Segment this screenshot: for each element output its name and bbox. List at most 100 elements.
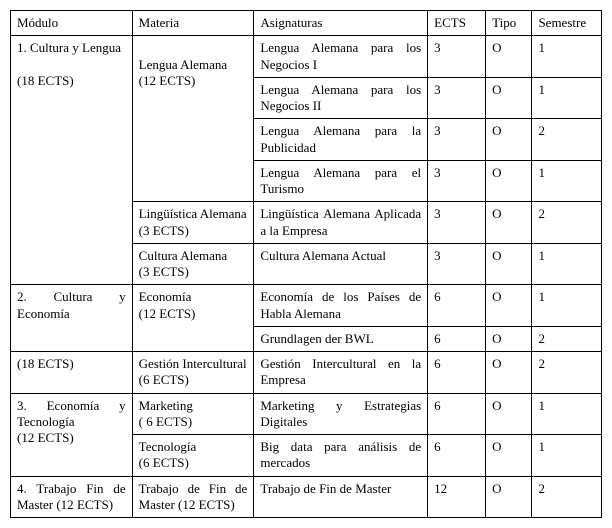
tipo-cell: O xyxy=(486,435,532,477)
tipo-cell: O xyxy=(486,160,532,202)
materia-ects: ( 6 ECTS) xyxy=(139,414,192,429)
ects-cell: 12 xyxy=(428,476,486,518)
materia-name: Marketing xyxy=(139,398,193,413)
tipo-cell: O xyxy=(486,202,532,244)
materia-ects: (6 ECTS) xyxy=(139,372,189,387)
module-label: 3. Economía y xyxy=(17,398,126,413)
sem-cell: 1 xyxy=(532,160,602,202)
asignatura-cell: Gestión Intercultural en la Empresa xyxy=(254,352,428,394)
asignatura-cell: Lingüística Alemana Aplicada a la Empres… xyxy=(254,202,428,244)
module-cell-2b: (18 ECTS) xyxy=(11,352,133,394)
materia-name: Lingüística Alemana xyxy=(139,206,247,221)
col-header-semestre: Semestre xyxy=(532,11,602,36)
module-label: Tecnología xyxy=(17,414,75,429)
materia-name: Economía xyxy=(139,289,192,304)
materia-ects: (3 ECTS) xyxy=(139,264,189,279)
module-label: 2. Cultura y xyxy=(17,289,126,304)
tipo-cell: O xyxy=(486,476,532,518)
materia-cell: Marketing ( 6 ECTS) xyxy=(132,393,254,435)
asignatura-cell: Cultura Alemana Actual xyxy=(254,243,428,285)
module-cell-2a: 2. Cultura y Economía xyxy=(11,285,133,352)
materia-name: Gestión Intercultural xyxy=(139,356,247,371)
col-header-asign: Asignaturas xyxy=(254,11,428,36)
ects-cell: 6 xyxy=(428,326,486,351)
tipo-cell: O xyxy=(486,77,532,119)
asignatura-cell: Grundlagen der BWL xyxy=(254,326,428,351)
tipo-cell: O xyxy=(486,119,532,161)
sem-cell: 2 xyxy=(532,476,602,518)
tipo-cell: O xyxy=(486,243,532,285)
materia-ects: (12 ECTS) xyxy=(139,73,196,88)
tipo-cell: O xyxy=(486,285,532,327)
sem-cell: 1 xyxy=(532,393,602,435)
module-cell-3: 3. Economía y Tecnología (12 ECTS) xyxy=(11,393,133,476)
materia-ects: (6 ECTS) xyxy=(139,455,189,470)
module-label: Economía xyxy=(17,306,70,321)
ects-cell: 3 xyxy=(428,202,486,244)
asignatura-cell: Marketing y Estrategias Digitales xyxy=(254,393,428,435)
tipo-cell: O xyxy=(486,393,532,435)
col-header-materia: Materia xyxy=(132,11,254,36)
ects-cell: 3 xyxy=(428,36,486,78)
module-cell-4: 4. Trabajo Fin de Master (12 ECTS) xyxy=(11,476,133,518)
module-label: 1. Cultura y xyxy=(17,40,79,55)
sem-cell: 1 xyxy=(532,36,602,78)
module-ects: (18 ECTS) xyxy=(17,356,74,371)
sem-cell: 2 xyxy=(532,352,602,394)
module-label: Lengua xyxy=(82,40,121,55)
materia-ects: (12 ECTS) xyxy=(139,306,196,321)
materia-cell: Lengua Alemana (12 ECTS) xyxy=(132,36,254,202)
col-header-ects: ECTS xyxy=(428,11,486,36)
asignatura-cell: Lengua Alemana para la Publicidad xyxy=(254,119,428,161)
asignatura-cell: Lengua Alemana para el Turismo xyxy=(254,160,428,202)
table-row: 2. Cultura y Economía Economía (12 ECTS)… xyxy=(11,285,602,327)
module-ects: (12 ECTS) xyxy=(17,430,74,445)
module-label: ECTS) xyxy=(77,497,113,512)
sem-cell: 2 xyxy=(532,119,602,161)
asignatura-cell: Big data para análisis de mercados xyxy=(254,435,428,477)
table-row: 1. Cultura y Lengua (18 ECTS) Lengua Ale… xyxy=(11,36,602,78)
asignatura-cell: Economía de los Países de Habla Alemana xyxy=(254,285,428,327)
sem-cell: 2 xyxy=(532,202,602,244)
tipo-cell: O xyxy=(486,36,532,78)
materia-name: Cultura Alemana xyxy=(139,248,227,263)
materia-cell: Gestión Intercultural (6 ECTS) xyxy=(132,352,254,394)
asignatura-cell: Trabajo de Fin de Master xyxy=(254,476,428,518)
sem-cell: 2 xyxy=(532,326,602,351)
sem-cell: 1 xyxy=(532,285,602,327)
materia-cell: Tecnología (6 ECTS) xyxy=(132,435,254,477)
curriculum-table: Módulo Materia Asignaturas ECTS Tipo Sem… xyxy=(10,10,602,518)
ects-cell: 6 xyxy=(428,285,486,327)
sem-cell: 1 xyxy=(532,77,602,119)
materia-ects: (3 ECTS) xyxy=(139,223,189,238)
ects-cell: 6 xyxy=(428,393,486,435)
ects-cell: 3 xyxy=(428,119,486,161)
tipo-cell: O xyxy=(486,326,532,351)
ects-cell: 6 xyxy=(428,435,486,477)
ects-cell: 3 xyxy=(428,160,486,202)
materia-cell: Trabajo de Fin de Master (12 ECTS) xyxy=(132,476,254,518)
asignatura-cell: Lengua Alemana para los Negocios II xyxy=(254,77,428,119)
module-ects: (18 ECTS) xyxy=(17,73,74,88)
materia-name: Tecnología xyxy=(139,439,197,454)
ects-cell: 3 xyxy=(428,77,486,119)
asignatura-cell: Lengua Alemana para los Negocios I xyxy=(254,36,428,78)
module-label: Master (12 xyxy=(17,497,74,512)
materia-cell: Cultura Alemana (3 ECTS) xyxy=(132,243,254,285)
tipo-cell: O xyxy=(486,352,532,394)
table-row: 3. Economía y Tecnología (12 ECTS) Marke… xyxy=(11,393,602,435)
module-cell-1: 1. Cultura y Lengua (18 ECTS) xyxy=(11,36,133,285)
sem-cell: 1 xyxy=(532,435,602,477)
materia-name: Lengua Alemana xyxy=(139,57,227,72)
table-header-row: Módulo Materia Asignaturas ECTS Tipo Sem… xyxy=(11,11,602,36)
module-label: 4. Trabajo Fin de xyxy=(17,481,126,496)
table-row: 4. Trabajo Fin de Master (12 ECTS) Traba… xyxy=(11,476,602,518)
materia-name: Trabajo de Fin de Master (12 ECTS) xyxy=(139,481,248,512)
materia-cell: Lingüística Alemana (3 ECTS) xyxy=(132,202,254,244)
sem-cell: 1 xyxy=(532,243,602,285)
materia-cell: Economía (12 ECTS) xyxy=(132,285,254,352)
ects-cell: 3 xyxy=(428,243,486,285)
ects-cell: 6 xyxy=(428,352,486,394)
col-header-modulo: Módulo xyxy=(11,11,133,36)
col-header-tipo: Tipo xyxy=(486,11,532,36)
